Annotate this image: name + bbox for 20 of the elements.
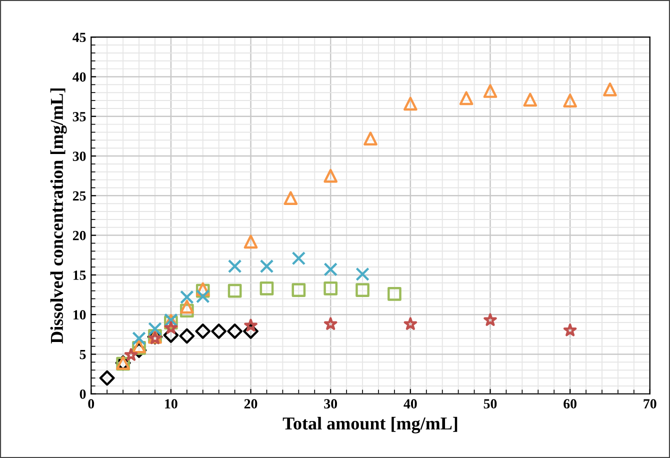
x-tick-label: 60 xyxy=(564,399,576,409)
y-tick-label: 45 xyxy=(72,32,86,42)
y-tick-label: 35 xyxy=(72,112,86,122)
y-tick-label: 0 xyxy=(80,389,86,399)
x-tick-label: 10 xyxy=(165,399,178,409)
x-tick-label: 70 xyxy=(644,399,656,409)
x-tick-label: 50 xyxy=(484,399,497,409)
x-axis-title: Total amount [mg/mL] xyxy=(282,416,458,434)
y-tick-label: 40 xyxy=(72,72,86,82)
x-tick-label: 20 xyxy=(244,399,258,409)
y-tick-label: 15 xyxy=(73,270,86,280)
y-tick-label: 25 xyxy=(72,191,86,201)
x-tick-label: 0 xyxy=(88,399,94,409)
x-tick-label: 40 xyxy=(404,399,417,409)
y-axis-title: Dissolved concentration [mg/mL] xyxy=(50,88,67,344)
y-tick-label: 10 xyxy=(73,310,86,320)
y-tick-label: 30 xyxy=(72,152,86,161)
x-tick-label: 30 xyxy=(324,399,338,409)
y-tick-label: 20 xyxy=(72,230,86,240)
y-tick-label: 5 xyxy=(80,350,86,360)
